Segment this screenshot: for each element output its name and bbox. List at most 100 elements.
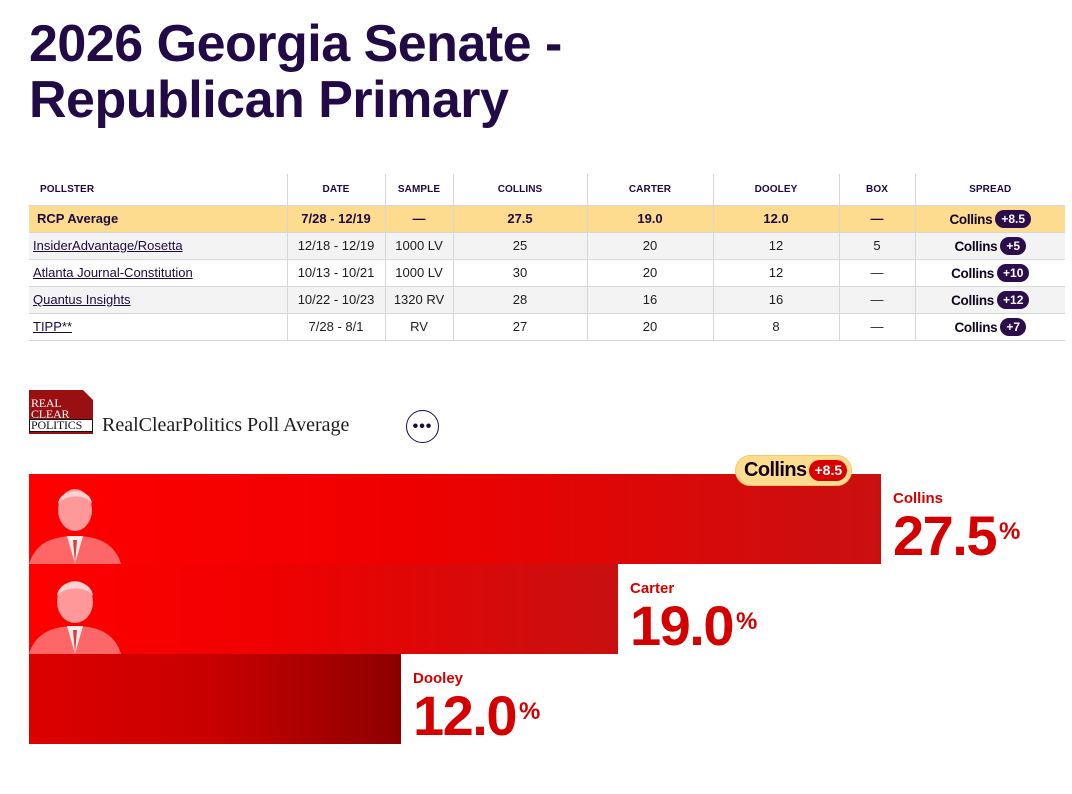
bar-carter [29,564,618,654]
carter-cell: 16 [586,286,713,314]
spread-cell: Collins +5 [914,232,1065,260]
header-box[interactable]: BOX [838,174,915,206]
logo-corner-fold [83,390,93,400]
pollster-link[interactable]: InsiderAdvantage/Rosetta [33,238,183,253]
pollster-link[interactable]: Atlanta Journal-Constitution [33,265,193,280]
header-sample[interactable]: SAMPLE [384,174,453,206]
ellipsis-icon: ••• [412,417,433,435]
rcp-average-collins: 27.5 [452,205,587,233]
spread-name: Collins [954,319,998,335]
leader-spread: +8.5 [809,460,848,481]
value-number: 12.0 [413,684,518,747]
rcp-average-spread: Collins +8.5 [914,205,1065,233]
leader-spread-badge: Collins +8.5 [735,455,853,486]
collins-cell: 28 [452,286,587,314]
bar-label-carter: Carter 19.0% [630,580,757,654]
bar-name-dooley: Dooley [413,670,464,687]
date-cell: 12/18 - 12/19 [286,232,385,260]
pollster-link[interactable]: TIPP** [33,319,73,334]
carter-cell: 20 [586,259,713,287]
collins-cell: 27 [452,313,587,341]
page-title-line1: 2026 Georgia Senate - [29,15,562,73]
page-title: 2026 Georgia Senate - Republican Primary [29,16,789,128]
rcp-average-dooley: 12.0 [712,205,839,233]
bar-name-carter: Carter [630,580,675,597]
rcp-average-sample: — [384,205,453,233]
dooley-cell: 16 [712,286,839,314]
value-number: 27.5 [893,504,998,567]
percent-sign: % [736,608,758,635]
rcp-average-box: — [838,205,915,233]
percent-sign: % [519,698,541,725]
rcp-average-carter: 19.0 [586,205,713,233]
box-cell: 5 [838,232,915,260]
sample-cell: 1320 RV [384,286,453,314]
header-date[interactable]: DATE [286,174,385,206]
header-pollster[interactable]: POLLSTER [29,174,287,206]
candidate-portrait-carter [29,581,121,654]
date-cell: 10/13 - 10/21 [286,259,385,287]
logo-line-politics: POLITICS [29,419,93,432]
spread-cell: Collins +7 [914,313,1065,341]
leader-name: Collins [744,459,807,481]
spread-cell: Collins +10 [914,259,1065,287]
sample-cell: RV [384,313,453,341]
table-row: TIPP** 7/28 - 8/1 RV 27 20 8 — Collins +7 [29,313,1065,341]
header-carter[interactable]: CARTER [586,174,713,206]
table-row: Atlanta Journal-Constitution 10/13 - 10/… [29,259,1065,287]
spread-badge: +8.5 [995,209,1032,228]
pollster-cell: Quantus Insights [29,286,287,314]
spread-cell: Collins +12 [914,286,1065,314]
date-cell: 10/22 - 10/23 [286,286,385,314]
spread-name: Collins [949,211,993,227]
bar-value-collins: 27.5% [893,508,1020,564]
bar-label-dooley: Dooley 12.0% [413,670,540,744]
sample-cell: 1000 LV [384,259,453,287]
bar-label-collins: Collins 27.5% [893,490,1020,564]
rcp-average-label: RCP Average [29,205,287,233]
sample-cell: 1000 LV [384,232,453,260]
bar-collins [29,474,881,564]
pollster-cell: Atlanta Journal-Constitution [29,259,287,287]
dooley-cell: 12 [712,259,839,287]
bar-value-dooley: 12.0% [413,688,540,744]
carter-cell: 20 [586,313,713,341]
header-dooley[interactable]: DOOLEY [712,174,839,206]
table-row: Quantus Insights 10/22 - 10/23 1320 RV 2… [29,286,1065,314]
bar-dooley [29,654,401,744]
pollster-cell: InsiderAdvantage/Rosetta [29,232,287,260]
percent-sign: % [999,518,1021,545]
spread-badge: +10 [997,263,1030,282]
logo-line-real: REAL [31,396,62,410]
spread-badge: +7 [1000,317,1027,336]
header-collins[interactable]: COLLINS [452,174,587,206]
box-cell: — [838,286,915,314]
rcp-logo: REAL CLEAR POLITICS [29,390,93,434]
table-row: InsiderAdvantage/Rosetta 12/18 - 12/19 1… [29,232,1065,260]
poll-average-title: RealClearPolitics Poll Average [102,414,350,436]
spread-name: Collins [951,265,995,281]
header-spread[interactable]: SPREAD [914,174,1065,206]
collins-cell: 25 [452,232,587,260]
pollster-cell: TIPP** [29,313,287,341]
box-cell: — [838,313,915,341]
poll-table: POLLSTER DATE SAMPLE COLLINS CARTER DOOL… [29,174,1065,341]
pollster-link[interactable]: Quantus Insights [33,292,131,307]
page-title-line2: Republican Primary [29,71,509,129]
more-options-button[interactable]: ••• [406,410,439,443]
table-header-row: POLLSTER DATE SAMPLE COLLINS CARTER DOOL… [29,174,1065,206]
bar-name-collins: Collins [893,490,944,507]
spread-badge: +5 [1000,236,1027,255]
carter-cell: 20 [586,232,713,260]
rcp-average-date: 7/28 - 12/19 [286,205,385,233]
box-cell: — [838,259,915,287]
spread-badge: +12 [997,290,1030,309]
logo-line-clear: CLEAR [31,407,70,421]
spread-name: Collins [951,292,995,308]
dooley-cell: 12 [712,232,839,260]
candidate-portrait-collins [29,489,121,564]
date-cell: 7/28 - 8/1 [286,313,385,341]
rcp-average-row: RCP Average 7/28 - 12/19 — 27.5 19.0 12.… [29,205,1065,233]
dooley-cell: 8 [712,313,839,341]
bar-value-carter: 19.0% [630,598,757,654]
